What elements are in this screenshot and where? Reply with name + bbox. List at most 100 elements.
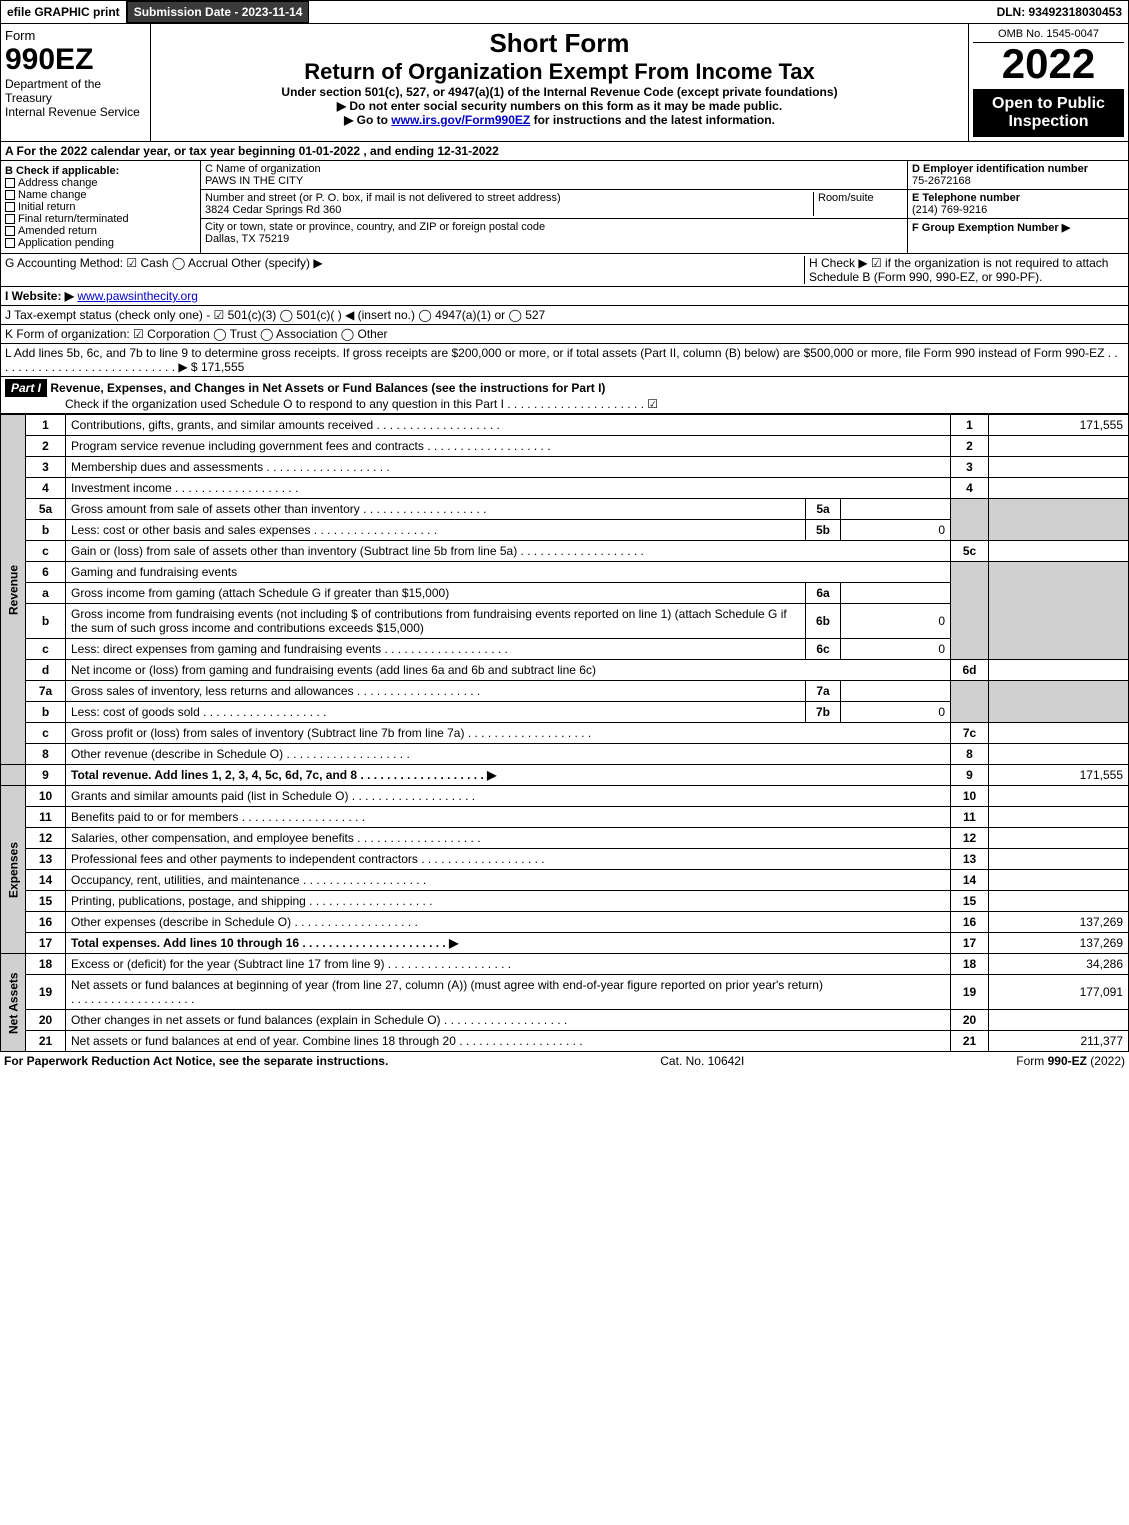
col-c: C Name of organization PAWS IN THE CITY … <box>201 161 908 253</box>
l18-num: 18 <box>26 954 66 975</box>
chk-address-change[interactable] <box>5 178 15 188</box>
chk-final-return[interactable] <box>5 214 15 224</box>
chk-amended[interactable] <box>5 226 15 236</box>
instr-2-pre: ▶ Go to <box>344 113 391 127</box>
l10-amt <box>989 786 1129 807</box>
l1-num: 1 <box>26 415 66 436</box>
line-a: A For the 2022 calendar year, or tax yea… <box>0 142 1129 161</box>
l12-amt <box>989 828 1129 849</box>
chk-pending[interactable] <box>5 238 15 248</box>
l13-text: Professional fees and other payments to … <box>66 849 951 870</box>
l9-side <box>1 765 26 786</box>
l8-amt <box>989 744 1129 765</box>
col-d: D Employer identification number 75-2672… <box>908 161 1128 253</box>
ein-value: 75-2672168 <box>912 175 971 187</box>
l5-greyamt <box>989 499 1129 541</box>
l8-num: 8 <box>26 744 66 765</box>
d-lbl: D Employer identification number <box>912 163 1088 175</box>
l16-text: Other expenses (describe in Schedule O) <box>66 912 951 933</box>
room-lbl: Room/suite <box>818 192 874 204</box>
l5c-box: 5c <box>951 541 989 562</box>
l6-text: Gaming and fundraising events <box>66 562 951 583</box>
l21-amt: 211,377 <box>989 1031 1129 1052</box>
opt-initial-return: Initial return <box>18 201 75 213</box>
l17-box: 17 <box>951 933 989 954</box>
l8-box: 8 <box>951 744 989 765</box>
l14-text: Occupancy, rent, utilities, and maintena… <box>66 870 951 891</box>
subtitle: Under section 501(c), 527, or 4947(a)(1)… <box>155 85 964 99</box>
l11-amt <box>989 807 1129 828</box>
l13-box: 13 <box>951 849 989 870</box>
l7-greybox <box>951 681 989 723</box>
l2-text: Program service revenue including govern… <box>66 436 951 457</box>
top-bar: efile GRAPHIC print Submission Date - 20… <box>0 0 1129 24</box>
l5c-amt <box>989 541 1129 562</box>
l16-num: 16 <box>26 912 66 933</box>
l21-num: 21 <box>26 1031 66 1052</box>
b-label: B Check if applicable: <box>5 165 119 177</box>
form-word: Form <box>5 28 146 43</box>
opt-final-return: Final return/terminated <box>18 213 129 225</box>
l7a-num: 7a <box>26 681 66 702</box>
l15-amt <box>989 891 1129 912</box>
l10-box: 10 <box>951 786 989 807</box>
chk-initial-return[interactable] <box>5 202 15 212</box>
l9-num: 9 <box>26 765 66 786</box>
l6-num: 6 <box>26 562 66 583</box>
l6d-text: Net income or (loss) from gaming and fun… <box>66 660 951 681</box>
l12-text: Salaries, other compensation, and employ… <box>66 828 951 849</box>
opt-amended: Amended return <box>18 225 97 237</box>
revenue-side-label: Revenue <box>1 415 26 765</box>
l20-box: 20 <box>951 1010 989 1031</box>
l4-box: 4 <box>951 478 989 499</box>
l6c-text: Less: direct expenses from gaming and fu… <box>66 639 806 660</box>
row-gh: G Accounting Method: ☑ Cash ◯ Accrual Ot… <box>0 254 1129 287</box>
l1-text: Contributions, gifts, grants, and simila… <box>66 415 951 436</box>
l6c-sub: 6c <box>806 639 841 660</box>
website-link[interactable]: www.pawsinthecity.org <box>77 289 198 303</box>
l6-greyamt <box>989 562 1129 660</box>
l15-text: Printing, publications, postage, and shi… <box>66 891 951 912</box>
c-name-lbl: C Name of organization <box>205 163 321 175</box>
e-lbl: E Telephone number <box>912 192 1020 204</box>
l3-box: 3 <box>951 457 989 478</box>
l15-num: 15 <box>26 891 66 912</box>
l5-greybox <box>951 499 989 541</box>
irs-label: Internal Revenue Service <box>5 105 146 119</box>
l16-box: 16 <box>951 912 989 933</box>
l6c-num: c <box>26 639 66 660</box>
l12-box: 12 <box>951 828 989 849</box>
l5a-subamt <box>841 499 951 520</box>
lines-table: Revenue 1 Contributions, gifts, grants, … <box>0 414 1129 1052</box>
l7c-num: c <box>26 723 66 744</box>
l19-text: Net assets or fund balances at beginning… <box>66 975 951 1010</box>
submission-date-button[interactable]: Submission Date - 2023-11-14 <box>127 1 310 23</box>
l16-amt: 137,269 <box>989 912 1129 933</box>
l21-box: 21 <box>951 1031 989 1052</box>
l5a-text: Gross amount from sale of assets other t… <box>66 499 806 520</box>
l5c-text: Gain or (loss) from sale of assets other… <box>66 541 951 562</box>
l7-greyamt <box>989 681 1129 723</box>
irs-link[interactable]: www.irs.gov/Form990EZ <box>391 113 530 127</box>
l7a-text: Gross sales of inventory, less returns a… <box>66 681 806 702</box>
org-name: PAWS IN THE CITY <box>205 175 303 187</box>
l17-amt: 137,269 <box>989 933 1129 954</box>
chk-name-change[interactable] <box>5 190 15 200</box>
efile-label: efile GRAPHIC print <box>1 1 127 23</box>
l12-num: 12 <box>26 828 66 849</box>
l5c-num: c <box>26 541 66 562</box>
footer-right: Form 990-EZ (2022) <box>1016 1054 1125 1068</box>
l3-amt <box>989 457 1129 478</box>
l5b-text: Less: cost or other basis and sales expe… <box>66 520 806 541</box>
l7c-box: 7c <box>951 723 989 744</box>
l6c-subamt: 0 <box>841 639 951 660</box>
l14-amt <box>989 870 1129 891</box>
instr-2: ▶ Go to www.irs.gov/Form990EZ for instru… <box>155 113 964 127</box>
c-addr-lbl: Number and street (or P. O. box, if mail… <box>205 192 561 204</box>
part-i-header: Part I Revenue, Expenses, and Changes in… <box>0 377 1129 414</box>
footer-mid: Cat. No. 10642I <box>660 1054 744 1068</box>
l18-text: Excess or (deficit) for the year (Subtra… <box>66 954 951 975</box>
l19-num: 19 <box>26 975 66 1010</box>
l19-box: 19 <box>951 975 989 1010</box>
l19-amt: 177,091 <box>989 975 1129 1010</box>
